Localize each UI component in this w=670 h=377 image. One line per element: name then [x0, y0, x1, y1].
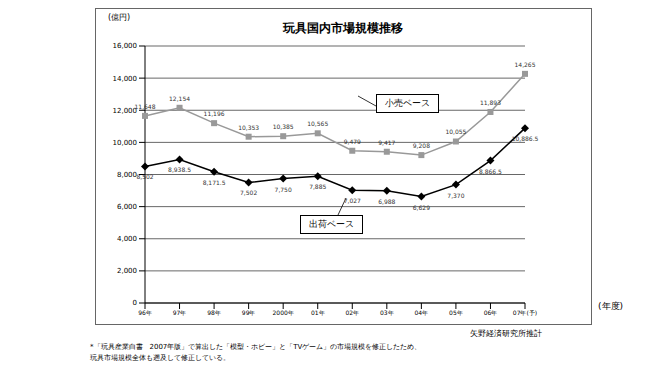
svg-text:97年: 97年 [173, 309, 187, 316]
svg-text:7,370: 7,370 [447, 192, 464, 199]
svg-text:11,893: 11,893 [480, 99, 501, 106]
svg-text:11,196: 11,196 [204, 110, 225, 117]
svg-text:6,988: 6,988 [378, 198, 395, 205]
html-text:玩具国内市場規模推移: 玩具国内市場規模推移 [282, 21, 403, 35]
svg-text:10,565: 10,565 [307, 120, 328, 127]
svg-text:16,000: 16,000 [113, 42, 138, 50]
html-text:(億円): (億円) [108, 13, 131, 22]
svg-text:03年: 03年 [380, 309, 394, 316]
html-text:玩具市場規模全体も遡及して修正している。: 玩具市場規模全体も遡及して修正している。 [90, 354, 230, 362]
svg-text:9,417: 9,417 [378, 139, 395, 146]
svg-text:8,502: 8,502 [136, 173, 153, 180]
svg-text:9,208: 9,208 [413, 142, 430, 149]
html-text:(年度): (年度) [598, 301, 623, 311]
svg-text:11,648: 11,648 [135, 103, 156, 110]
svg-text:9,479: 9,479 [344, 138, 361, 145]
svg-text:4,000: 4,000 [117, 235, 137, 243]
svg-text:10,886.5: 10,886.5 [512, 135, 539, 142]
svg-text:8,866.5: 8,866.5 [479, 168, 502, 175]
svg-text:04年: 04年 [415, 309, 429, 316]
html-text:矢野経済研究所推計: 矢野経済研究所推計 [470, 329, 542, 338]
svg-text:10,385: 10,385 [273, 123, 294, 130]
html-text:出荷ベース: 出荷ベース [309, 219, 354, 229]
svg-text:10,055: 10,055 [445, 128, 466, 135]
svg-text:07年(予): 07年(予) [513, 309, 537, 316]
svg-text:2000年: 2000年 [273, 309, 294, 316]
svg-text:14,000: 14,000 [113, 75, 138, 83]
svg-text:7,750: 7,750 [275, 186, 292, 193]
svg-text:7,502: 7,502 [240, 189, 257, 196]
svg-text:6,000: 6,000 [117, 203, 137, 211]
svg-text:6,629: 6,629 [413, 204, 430, 211]
svg-text:8,171.5: 8,171.5 [203, 179, 226, 186]
svg-text:99年: 99年 [242, 309, 256, 316]
svg-text:05年: 05年 [449, 309, 463, 316]
svg-text:12,154: 12,154 [169, 95, 190, 102]
svg-text:98年: 98年 [207, 309, 221, 316]
svg-text:96年: 96年 [138, 309, 152, 316]
svg-text:01年: 01年 [311, 309, 325, 316]
html-text:*「玩具産業白書 2007年版」で算出した「模型・ホビー」と: *「玩具産業白書 2007年版」で算出した「模型・ホビー」と「TVゲーム」の市場… [90, 343, 422, 351]
svg-text:8,000: 8,000 [117, 171, 137, 179]
html-text:小売ベース: 小売ベース [385, 98, 430, 108]
svg-text:7,885: 7,885 [309, 183, 326, 190]
svg-text:06年: 06年 [484, 309, 498, 316]
svg-text:12,000: 12,000 [113, 107, 138, 115]
svg-text:10,000: 10,000 [113, 139, 138, 147]
svg-text:8,938.5: 8,938.5 [168, 166, 191, 173]
svg-text:02年: 02年 [345, 309, 359, 316]
svg-text:10,353: 10,353 [238, 124, 259, 131]
svg-text:0: 0 [133, 299, 137, 307]
svg-text:14,265: 14,265 [515, 61, 536, 68]
svg-text:2,000: 2,000 [117, 267, 137, 275]
svg-text:7,027: 7,027 [343, 197, 361, 205]
